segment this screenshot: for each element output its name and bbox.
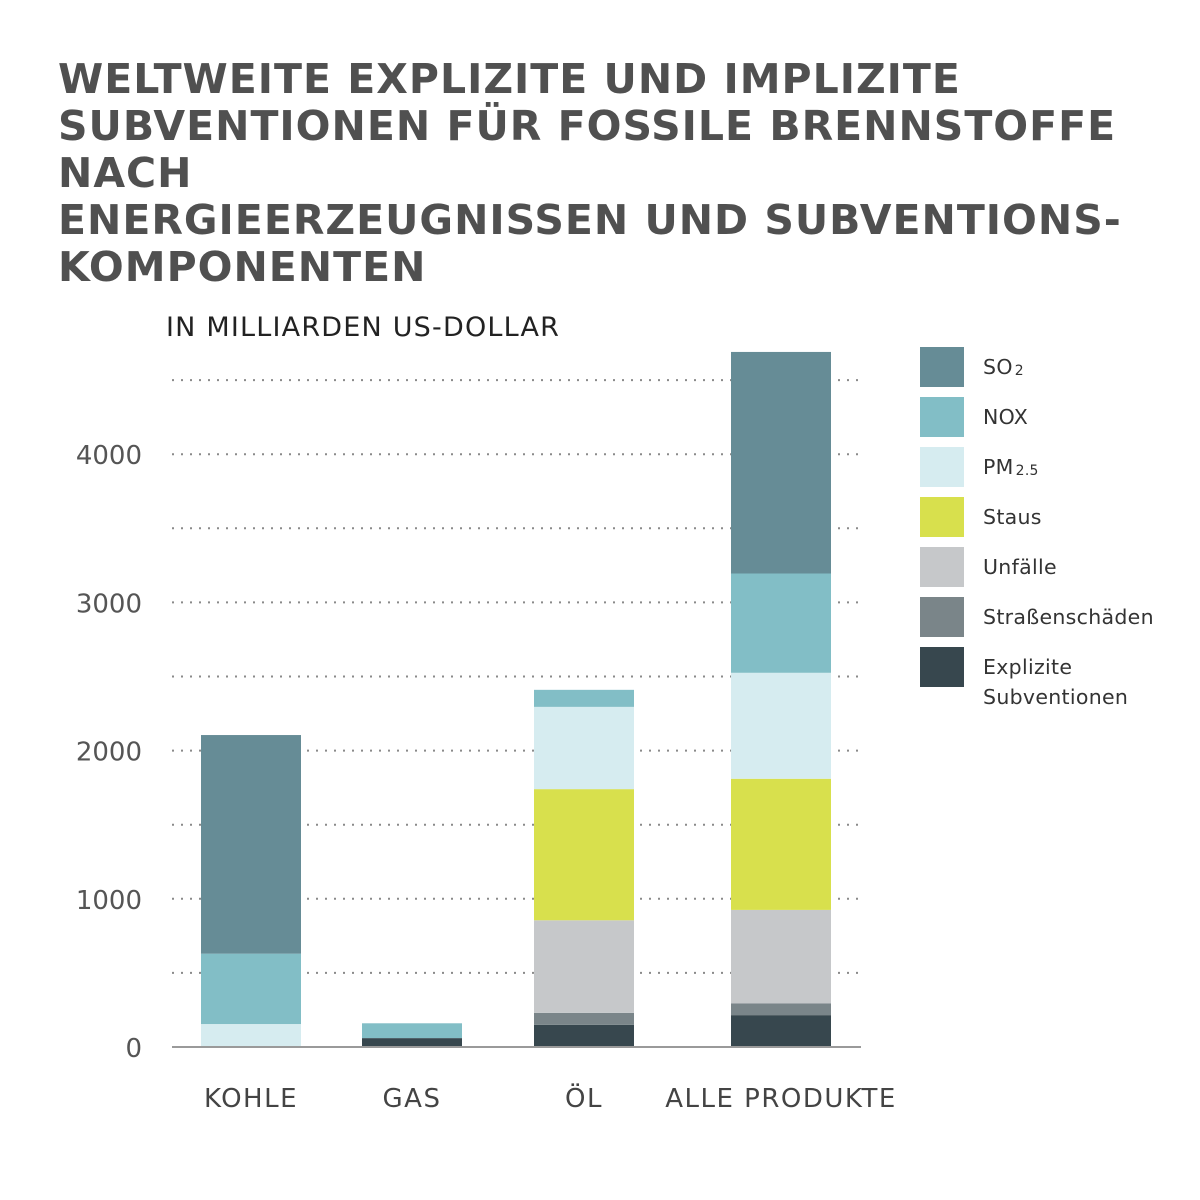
bar-segment-alle-produkte-pm2-5 <box>731 672 831 779</box>
legend-swatch <box>920 447 964 487</box>
bar-segment-öl-pm2-5 <box>534 706 634 790</box>
y-axis-ticks: 0 1000 2000 3000 4000 <box>76 441 142 1064</box>
bar-segment-alle-produkte-straßenschäden <box>731 1003 831 1016</box>
y-tick-label: 4000 <box>76 441 142 471</box>
title-line-3: ENERGIEERZEUGNISSEN UND SUBVENTIONS- <box>58 196 1122 244</box>
unit-label: IN MILLIARDEN US-DOLLAR <box>166 312 561 343</box>
bar-segment-gas-explizite-subventionen <box>362 1038 462 1047</box>
legend-label: Unfälle <box>983 555 1057 579</box>
legend-swatch <box>920 647 964 687</box>
bar-segment-öl-nox <box>534 689 634 707</box>
bar-segment-alle-produkte-explizite-subventionen <box>731 1015 831 1047</box>
legend-swatch <box>920 597 964 637</box>
bar-segment-öl-explizite-subventionen <box>534 1024 634 1047</box>
y-tick-label: 1000 <box>76 886 142 916</box>
chart-title: WELTWEITE EXPLIZITE UND IMPLIZITE SUBVEN… <box>58 56 1158 291</box>
y-tick-label: 2000 <box>76 738 142 768</box>
bar-segment-alle-produkte-so2 <box>731 351 831 574</box>
bar-segment-kohle-so2 <box>201 735 301 954</box>
legend-label: SO 2 <box>983 355 1024 380</box>
legend-label: Staus <box>983 505 1042 529</box>
legend-swatch <box>920 497 964 537</box>
bar-segment-kohle-nox <box>201 953 301 1025</box>
category-label: GAS <box>383 1084 442 1114</box>
y-tick-label: 0 <box>125 1034 142 1064</box>
title-line-2: SUBVENTIONEN FÜR FOSSILE BRENNSTOFFE NAC… <box>58 102 1117 197</box>
bar-segment-alle-produkte-nox <box>731 573 831 673</box>
title-line-1: WELTWEITE EXPLIZITE UND IMPLIZITE <box>58 55 961 103</box>
legend-label: PM 2.5 <box>983 455 1039 480</box>
bar-segment-kohle-pm2-5 <box>201 1024 301 1047</box>
y-tick-label: 3000 <box>76 589 142 619</box>
bar-segment-öl-unfälle <box>534 920 634 1013</box>
bar-segment-alle-produkte-staus <box>731 778 831 910</box>
bar-segment-alle-produkte-unfälle <box>731 909 831 1004</box>
legend-label: NOX <box>983 405 1029 429</box>
legend-label: Explizite Subventionen <box>983 655 1129 709</box>
legend-swatch <box>920 397 964 437</box>
legend-swatch <box>920 547 964 587</box>
x-axis-categories: KOHLE GAS ÖL ALLE PRODUKTE <box>204 1082 897 1114</box>
category-label: KOHLE <box>204 1084 298 1114</box>
bar-segment-öl-staus <box>534 789 634 921</box>
legend-label: Straßenschäden <box>983 605 1154 629</box>
title-line-4: KOMPONENTEN <box>58 243 427 291</box>
bar-segment-gas-nox <box>362 1023 462 1039</box>
bar-segment-öl-straßenschäden <box>534 1012 634 1025</box>
category-label: ÖL <box>565 1082 603 1114</box>
category-label: ALLE PRODUKTE <box>665 1084 897 1114</box>
legend-swatch <box>920 347 964 387</box>
bars <box>201 351 831 1047</box>
